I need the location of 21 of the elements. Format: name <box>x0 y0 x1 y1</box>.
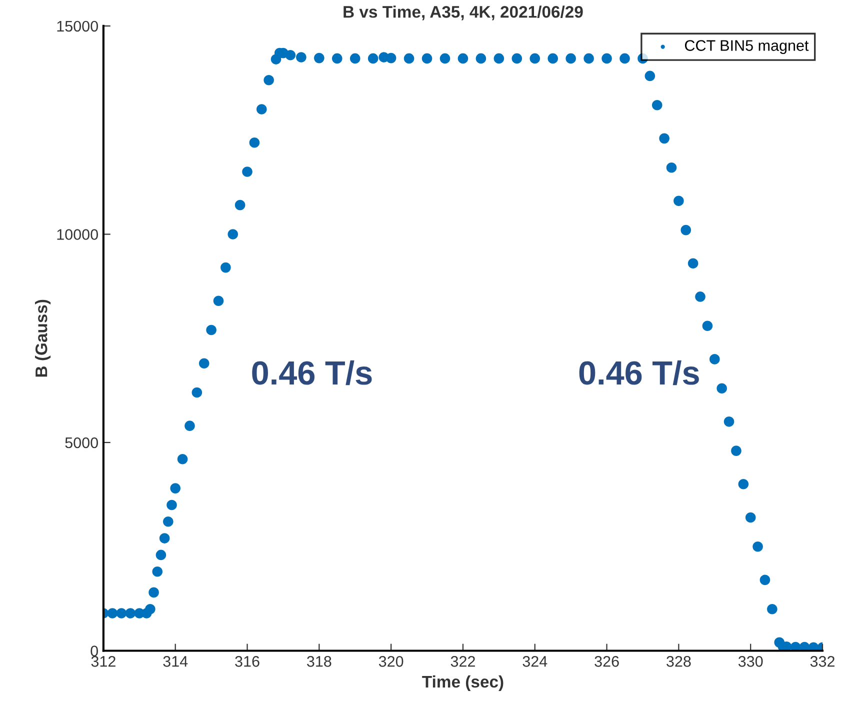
y-tick-label: 0 <box>90 646 98 656</box>
x-tick-label: 322 <box>450 656 475 667</box>
annotation: 0.46 T/s <box>579 360 699 386</box>
x-tick-label: 326 <box>594 656 619 667</box>
x-axis-title: Time (sec) <box>422 675 504 691</box>
x-tick-label: 328 <box>666 656 691 667</box>
chart-title: B vs Time, A35, 4K, 2021/06/29 <box>344 6 583 20</box>
y-tick-label: 5000 <box>65 437 98 448</box>
x-tick-label: 314 <box>163 656 188 667</box>
y-tick-label: 10000 <box>57 229 98 240</box>
x-tick-label: 320 <box>378 656 404 667</box>
x-tick-label: 330 <box>738 656 763 667</box>
y-axis-title: B (Gauss) <box>35 300 51 377</box>
legend-label: CCT BIN5 magnet <box>684 40 809 54</box>
y-tick-label: 15000 <box>57 20 98 32</box>
x-tick-label: 324 <box>522 656 548 667</box>
x-tick-label: 312 <box>91 656 116 667</box>
x-tick-label: 332 <box>810 656 834 667</box>
x-tick-label: 318 <box>307 656 332 667</box>
x-tick-label: 316 <box>235 656 260 667</box>
annotation: 0.46 T/s <box>252 360 372 386</box>
